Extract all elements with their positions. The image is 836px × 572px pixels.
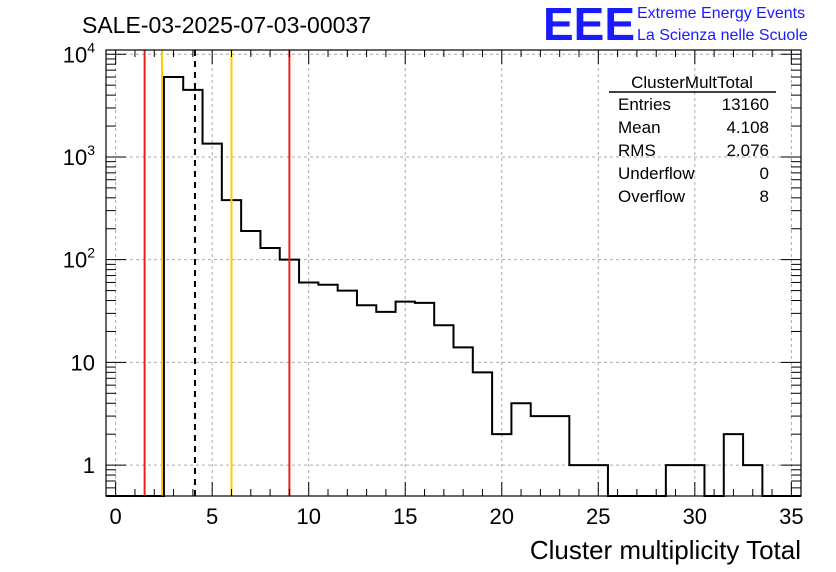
x-tick-label-2: 10: [296, 504, 320, 529]
stats-label-mean: Mean: [618, 118, 661, 137]
stats-label-overflow: Overflow: [618, 187, 686, 206]
x-tick-label-6: 30: [683, 504, 707, 529]
eee-logo-line1: Extreme Energy Events: [637, 5, 805, 22]
histogram-series: [106, 76, 801, 497]
y-tick-label-2: 102: [63, 245, 95, 273]
axis-ticks: [106, 50, 801, 497]
plot-frame: [105, 49, 802, 497]
eee-logo: EEE Extreme Energy Events La Scienza nel…: [543, 0, 808, 50]
stats-label-underflow: Underflow: [618, 164, 695, 183]
eee-logo-line2: La Scienza nelle Scuole: [637, 27, 808, 44]
eee-logo-mark: EEE: [543, 0, 635, 50]
x-tick-label-7: 35: [779, 504, 803, 529]
chart-title: SALE-03-2025-07-03-00037: [82, 12, 371, 38]
vertical-markers: [143, 50, 291, 496]
x-axis-label: Cluster multiplicity Total: [530, 535, 801, 565]
stats-value-overflow: 8: [760, 187, 769, 206]
y-tick-label-3: 103: [63, 142, 95, 170]
stats-value-rms: 2.076: [726, 141, 769, 160]
x-tick-label-1: 5: [206, 504, 218, 529]
x-tick-label-3: 15: [393, 504, 417, 529]
y-tick-label-1: 10: [71, 350, 95, 375]
stats-label-rms: RMS: [618, 141, 656, 160]
x-tick-label-4: 20: [490, 504, 514, 529]
y-tick-label-4: 104: [63, 39, 95, 67]
stats-box: ClusterMultTotal Entries 13160 Mean 4.10…: [609, 73, 776, 206]
x-tick-labels: 0 5 10 15 20 25 30 35: [110, 504, 804, 529]
y-tick-label-0: 1: [83, 453, 95, 478]
stats-value-underflow: 0: [760, 164, 769, 183]
stats-label-entries: Entries: [618, 95, 671, 114]
stats-title: ClusterMultTotal: [631, 73, 753, 92]
x-tick-label-5: 25: [586, 504, 610, 529]
y-tick-labels: 1 10 102 103 104: [63, 39, 95, 478]
x-tick-label-0: 0: [110, 504, 122, 529]
stats-value-entries: 13160: [722, 95, 769, 114]
grid: [106, 50, 801, 496]
stats-value-mean: 4.108: [726, 118, 769, 137]
